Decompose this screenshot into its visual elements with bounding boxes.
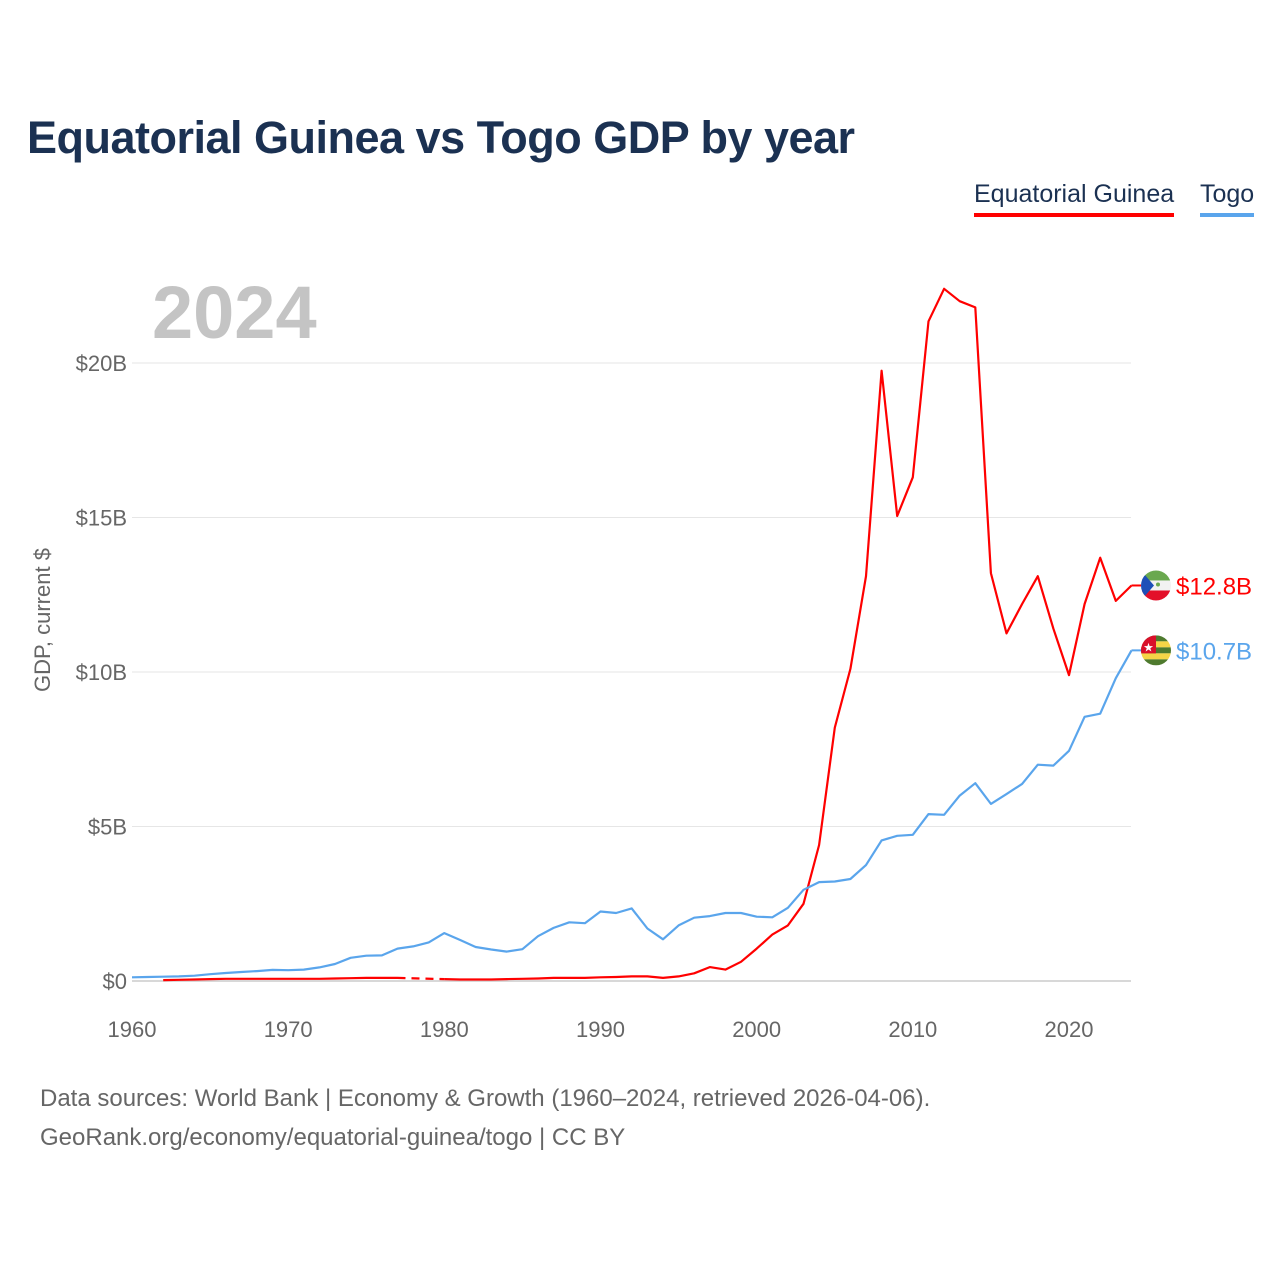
chart-title: Equatorial Guinea vs Togo GDP by year (27, 112, 855, 163)
series-line-equatorial-guinea (163, 287, 1133, 982)
equatorial-guinea-flag-icon (1141, 570, 1171, 601)
legend-togo[interactable]: Togo (1200, 180, 1255, 217)
legend-equatorial-guinea[interactable]: Equatorial Guinea (974, 180, 1175, 217)
footer-link[interactable]: GeoRank.org/economy/equatorial-guinea/to… (40, 1124, 626, 1151)
svg-text:★: ★ (1143, 640, 1154, 654)
end-value-label: $12.8B (1176, 573, 1252, 600)
x-tick-label: 2000 (732, 1017, 781, 1042)
chart-plot: $0 $5B $10B $15B $20B 1960 1970 1980 1990 2000 201… (30, 271, 1252, 1042)
footer-sources: Data sources: World Bank | Economy & Gro… (40, 1085, 931, 1112)
y-tick-label: $10B (76, 660, 127, 685)
x-tick-label: 1960 (108, 1017, 157, 1042)
x-tick-label: 2020 (1045, 1017, 1094, 1042)
y-tick-label: $5B (88, 815, 127, 840)
year-label: 2024 (152, 271, 317, 354)
y-tick-label: $0 (103, 969, 127, 994)
end-value-label: $10.7B (1176, 638, 1252, 665)
y-tick-label: $15B (76, 506, 127, 531)
missing-data-connector (397, 976, 445, 981)
x-tick-label: 1980 (420, 1017, 469, 1042)
togo-flag-icon: ★ (1141, 635, 1171, 666)
x-tick-label: 2010 (888, 1017, 937, 1042)
y-axis-label: GDP, current $ (30, 548, 55, 692)
x-tick-label: 1990 (576, 1017, 625, 1042)
series-line-togo (131, 649, 1133, 979)
y-tick-label: $20B (76, 351, 127, 376)
x-tick-label: 1970 (264, 1017, 313, 1042)
